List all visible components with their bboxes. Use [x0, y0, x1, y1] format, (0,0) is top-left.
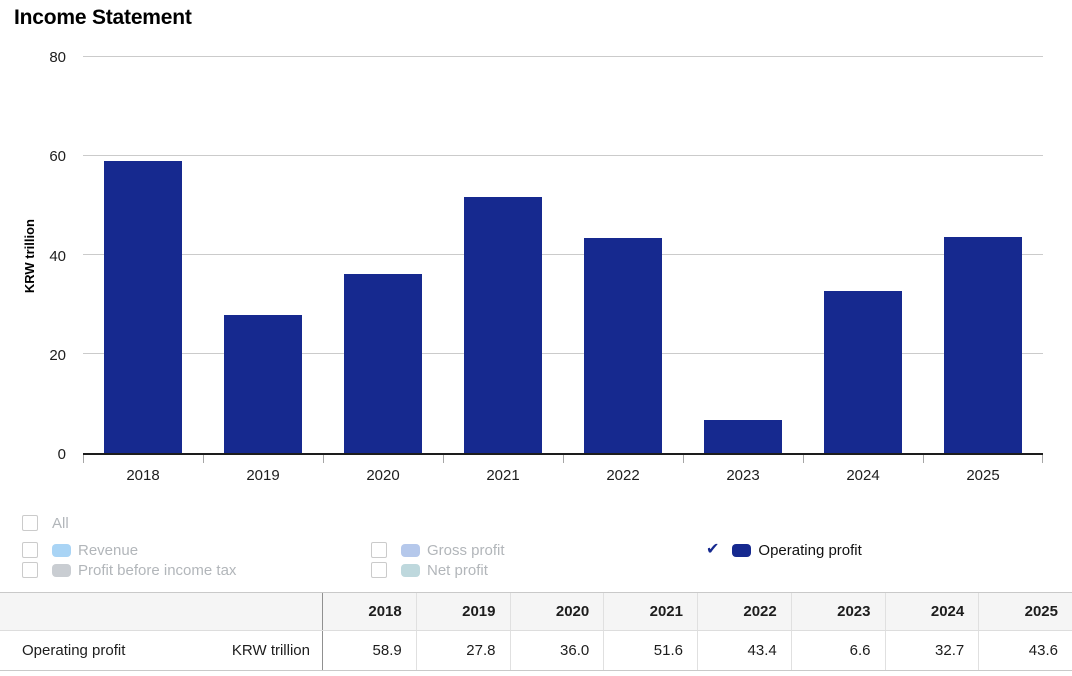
- legend-label: Operating profit: [758, 541, 862, 559]
- table-value-cell: 58.9: [322, 631, 416, 670]
- table-value-cell: 43.6: [978, 631, 1072, 670]
- table-header-spacer: [190, 593, 322, 630]
- y-tick-label: 60: [49, 148, 66, 166]
- table-year-header: 2021: [603, 593, 697, 630]
- bar-2019[interactable]: [224, 315, 302, 453]
- bar-cell: [923, 58, 1043, 453]
- plot-area: [83, 55, 1043, 463]
- gross-profit-swatch-icon: [401, 543, 420, 557]
- legend-label: Gross profit: [427, 541, 505, 559]
- table-year-header: 2018: [322, 593, 416, 630]
- legend-label: Revenue: [78, 541, 139, 559]
- revenue-swatch-icon: [52, 543, 71, 557]
- bar-2022[interactable]: [584, 237, 662, 453]
- checkbox-icon[interactable]: [22, 562, 38, 578]
- table-year-header: 2025: [978, 593, 1072, 630]
- table-year-header: 2020: [509, 593, 604, 630]
- bar-cell: [563, 58, 683, 453]
- y-tick-label: 0: [57, 446, 66, 463]
- x-axis-labels: 2018 2019 2020 2021 2022 2023 2024 2025: [83, 467, 1043, 484]
- bar-cell: [83, 58, 203, 453]
- x-axis-tick: [442, 455, 444, 463]
- table-value-cell: 36.0: [509, 631, 604, 670]
- table-year-header: 2023: [790, 593, 885, 630]
- table-header-spacer: [0, 593, 190, 630]
- x-axis-tick: [922, 455, 924, 463]
- table-year-header: 2022: [697, 593, 791, 630]
- checkbox-icon[interactable]: [22, 542, 38, 558]
- table-year-header: 2019: [415, 593, 510, 630]
- table-year-header: 2024: [884, 593, 979, 630]
- bar-2020[interactable]: [344, 274, 422, 453]
- bar-2023[interactable]: [704, 420, 782, 453]
- bar-2024[interactable]: [824, 290, 902, 453]
- x-axis-ticks: [83, 455, 1043, 463]
- profit-before-income-tax-swatch-icon: [52, 563, 71, 577]
- bar-cell: [203, 58, 323, 453]
- legend-item-net-profit[interactable]: Net profit: [371, 561, 488, 579]
- y-tick-label: 80: [49, 49, 66, 66]
- x-axis-tick: [562, 455, 564, 463]
- bar-2021[interactable]: [464, 196, 542, 453]
- x-axis-tick: [802, 455, 804, 463]
- x-axis-tick: [83, 455, 84, 463]
- y-tick-label: 40: [49, 247, 66, 265]
- x-axis-label: 2019: [246, 467, 280, 484]
- legend-label: All: [52, 514, 69, 532]
- x-axis-label: 2024: [846, 467, 880, 484]
- bar-series-operating-profit: [83, 58, 1043, 453]
- x-axis-label: 2025: [966, 467, 1000, 484]
- x-axis-label: 2020: [366, 467, 400, 484]
- row-unit: KRW trillion: [231, 642, 310, 659]
- legend-label: Profit before income tax: [78, 561, 237, 579]
- x-axis-tick: [322, 455, 324, 463]
- x-axis-label: 2018: [126, 467, 160, 484]
- table-value-cell: 6.6: [790, 631, 885, 670]
- table-row: Operating profit KRW trillion 58.9 27.8 36…: [0, 631, 1072, 671]
- bar-2018[interactable]: [104, 160, 182, 453]
- checkmark-icon[interactable]: ✔: [706, 541, 720, 558]
- x-axis-label: 2023: [726, 467, 760, 484]
- bar-2025[interactable]: [944, 236, 1022, 453]
- checkbox-icon[interactable]: [371, 542, 387, 558]
- bar-cell: [443, 58, 563, 453]
- x-axis-label: 2022: [606, 467, 640, 484]
- gridline: [83, 154, 1043, 156]
- bar-cell: [683, 58, 803, 453]
- table-value-cell: 32.7: [884, 631, 979, 670]
- legend-item-all[interactable]: All: [22, 514, 69, 532]
- x-axis-tick: [202, 455, 204, 463]
- checkbox-icon[interactable]: [22, 515, 38, 531]
- x-axis-tick: [682, 455, 684, 463]
- table-value-cell: 43.4: [697, 631, 791, 670]
- row-label: Operating profit: [22, 642, 126, 659]
- legend-item-profit-before-income-tax[interactable]: Profit before income tax: [22, 561, 236, 579]
- legend-item-gross-profit[interactable]: Gross profit: [371, 541, 505, 559]
- legend: All Revenue Gross profit Profit before i…: [0, 506, 1072, 590]
- table-header-row: 2018 2019 2020 2021 2022 2023 2024 2025: [0, 592, 1072, 631]
- checkbox-icon[interactable]: [371, 562, 387, 578]
- legend-item-operating-profit[interactable]: ✔ Operating profit: [706, 541, 862, 559]
- y-tick-label: 20: [49, 346, 66, 364]
- operating-profit-swatch-icon: [732, 543, 752, 557]
- gridline: [83, 254, 1043, 255]
- gridline: [83, 55, 1043, 57]
- data-table: 2018 2019 2020 2021 2022 2023 2024 2025 Operati…: [0, 592, 1072, 671]
- bar-cell: [803, 58, 923, 453]
- table-value-cell: 27.8: [415, 631, 510, 670]
- legend-label: Net profit: [427, 561, 488, 579]
- table-value-cell: 51.6: [603, 631, 697, 670]
- bar-cell: [323, 58, 443, 453]
- gridline: [83, 353, 1043, 355]
- x-axis-label: 2021: [486, 467, 520, 484]
- legend-item-revenue[interactable]: Revenue: [22, 541, 138, 559]
- x-axis-tick: [1042, 455, 1043, 463]
- page-title: Income Statement: [14, 6, 192, 29]
- net-profit-swatch-icon: [401, 563, 420, 577]
